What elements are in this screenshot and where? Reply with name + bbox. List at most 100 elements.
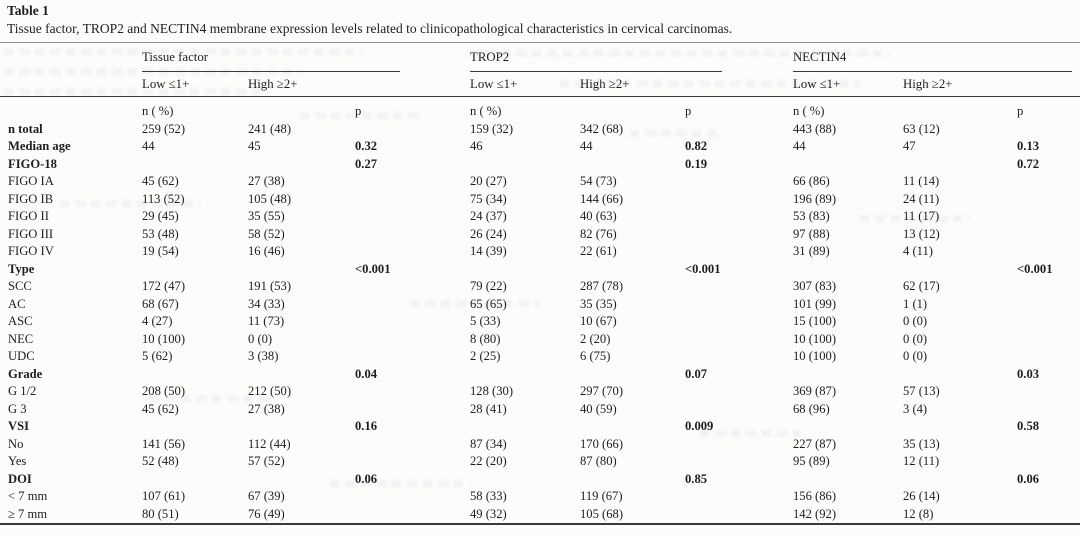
table-cell: 443 (88) <box>793 121 837 136</box>
subheader-high: High ≥2+ <box>248 77 298 91</box>
table-cell: 45 (62) <box>142 401 179 416</box>
table-cell <box>355 208 470 226</box>
table-cell <box>355 331 470 349</box>
table-row: Yes 52 (48) 57 (52) 22 (20) 87 (80) 95 (89) 12… <box>8 453 1080 471</box>
table-cell <box>248 103 355 121</box>
table-cell: 0 (0) <box>248 331 273 346</box>
table-cell: 2 (20) <box>580 331 611 346</box>
table-cell <box>248 366 355 384</box>
table-cell: 63 (12) <box>903 121 940 136</box>
table-row: VSI 0.16 0.009 0.58 <box>8 418 1080 436</box>
table-cell: 79 (22) <box>470 279 507 293</box>
table-cell <box>355 506 470 524</box>
row-label: FIGO II <box>8 209 49 223</box>
table-cell: 44 <box>793 139 806 153</box>
table-cell <box>355 383 470 401</box>
table-cell: 49 (32) <box>470 506 507 521</box>
group-title: Tissue factor <box>142 50 208 64</box>
table-cell <box>903 261 1017 279</box>
table-cell <box>1017 506 1080 524</box>
table-cell: 40 (63) <box>580 209 617 223</box>
column-group-nectin4: NECTIN4 Low ≤1+ High ≥2+ <box>793 50 1080 96</box>
table-cell: 28 (41) <box>470 401 507 416</box>
row-label: Type <box>8 261 35 276</box>
row-label: No <box>8 436 24 451</box>
table-row: Median age 44 45 0.32 46 44 0.82 44 47 0.13 <box>8 138 1080 156</box>
table-cell <box>685 383 793 401</box>
table-cell <box>1017 383 1080 401</box>
table-cell: 4 (11) <box>903 244 933 258</box>
table-row: FIGO IA 45 (62) 27 (38) 20 (27) 54 (73) 66 (8… <box>8 173 1080 191</box>
table-cell: <0.001 <box>685 261 721 276</box>
table-cell <box>1017 348 1080 366</box>
rule-under-caption <box>0 42 1080 43</box>
table-cell: 65 (65) <box>470 296 507 311</box>
table-cell <box>1017 278 1080 296</box>
table-cell <box>1017 243 1080 261</box>
table-cell <box>793 418 903 436</box>
row-label: < 7 mm <box>8 489 48 503</box>
table-cell <box>355 453 470 471</box>
table-cell: 0.06 <box>355 471 378 486</box>
table-cell: 0.009 <box>685 419 714 433</box>
table-cell: 208 (50) <box>142 384 186 398</box>
table-cell: 24 (37) <box>470 209 507 223</box>
table-cell: 27 (38) <box>248 174 285 188</box>
table-cell: 58 (52) <box>248 226 285 241</box>
table-cell: 5 (33) <box>470 314 501 328</box>
table-cell: 3 (38) <box>248 349 279 363</box>
table-cell: 26 (14) <box>903 489 940 503</box>
table-cell <box>685 278 793 296</box>
table-cell <box>1017 488 1080 506</box>
table-cell: 10 (67) <box>580 314 617 328</box>
table-cell: 95 (89) <box>793 454 830 468</box>
table-cell: 97 (88) <box>793 226 830 241</box>
table-cell: 0.32 <box>355 139 378 153</box>
table-cell: 191 (53) <box>248 279 292 293</box>
table-cell <box>903 366 1017 384</box>
table-cell: n ( %) <box>470 104 502 118</box>
subheader-low: Low ≤1+ <box>142 77 190 91</box>
table-cell <box>470 471 580 489</box>
table-cell <box>355 121 470 139</box>
table-cell: 342 (68) <box>580 121 624 136</box>
table-cell <box>685 453 793 471</box>
table-cell: 27 (38) <box>248 401 285 416</box>
table-cell: 369 (87) <box>793 384 837 398</box>
table-row: DOI 0.06 0.85 0.06 <box>8 471 1080 489</box>
table-cell: 24 (11) <box>903 191 940 206</box>
table-cell: 34 (33) <box>248 296 285 311</box>
table-cell: 20 (27) <box>470 174 507 188</box>
table-cell <box>1017 401 1080 419</box>
table-cell: 13 (12) <box>903 226 940 241</box>
table-cell: 82 (76) <box>580 226 617 241</box>
table-cell: 105 (68) <box>580 506 624 521</box>
table-cell: 22 (20) <box>470 454 507 468</box>
row-label: Yes <box>8 454 27 468</box>
table-cell: 46 <box>470 139 483 153</box>
table-cell: 1 (1) <box>903 296 928 311</box>
table-row: FIGO IV 19 (54) 16 (46) 14 (39) 22 (61) 31 (8… <box>8 243 1080 261</box>
group-underline <box>470 71 722 73</box>
table-cell <box>580 156 685 174</box>
table-row: ≥ 7 mm 80 (51) 76 (49) 49 (32) 105 (68) 142 (… <box>8 506 1080 524</box>
table-cell: 19 (54) <box>142 244 179 258</box>
row-label: VSI <box>8 419 29 433</box>
table-cell <box>793 366 903 384</box>
table-cell <box>355 278 470 296</box>
row-label: ASC <box>8 314 33 328</box>
table-cell: 307 (83) <box>793 279 837 293</box>
column-group-trop2: TROP2 Low ≤1+ High ≥2+ <box>470 50 795 96</box>
table-cell: 57 (52) <box>248 454 285 468</box>
table-cell <box>685 331 793 349</box>
table-cell: 66 (86) <box>793 174 830 188</box>
table-cell: 0.03 <box>1017 366 1040 381</box>
group-title: NECTIN4 <box>793 50 847 64</box>
table-cell <box>793 471 903 489</box>
table-cell: 35 (55) <box>248 209 285 223</box>
table-cell <box>248 418 355 436</box>
table-cell: 45 (62) <box>142 174 179 188</box>
table-cell <box>1017 208 1080 226</box>
table-cell <box>685 243 793 261</box>
table-cell: 2 (25) <box>470 349 501 363</box>
